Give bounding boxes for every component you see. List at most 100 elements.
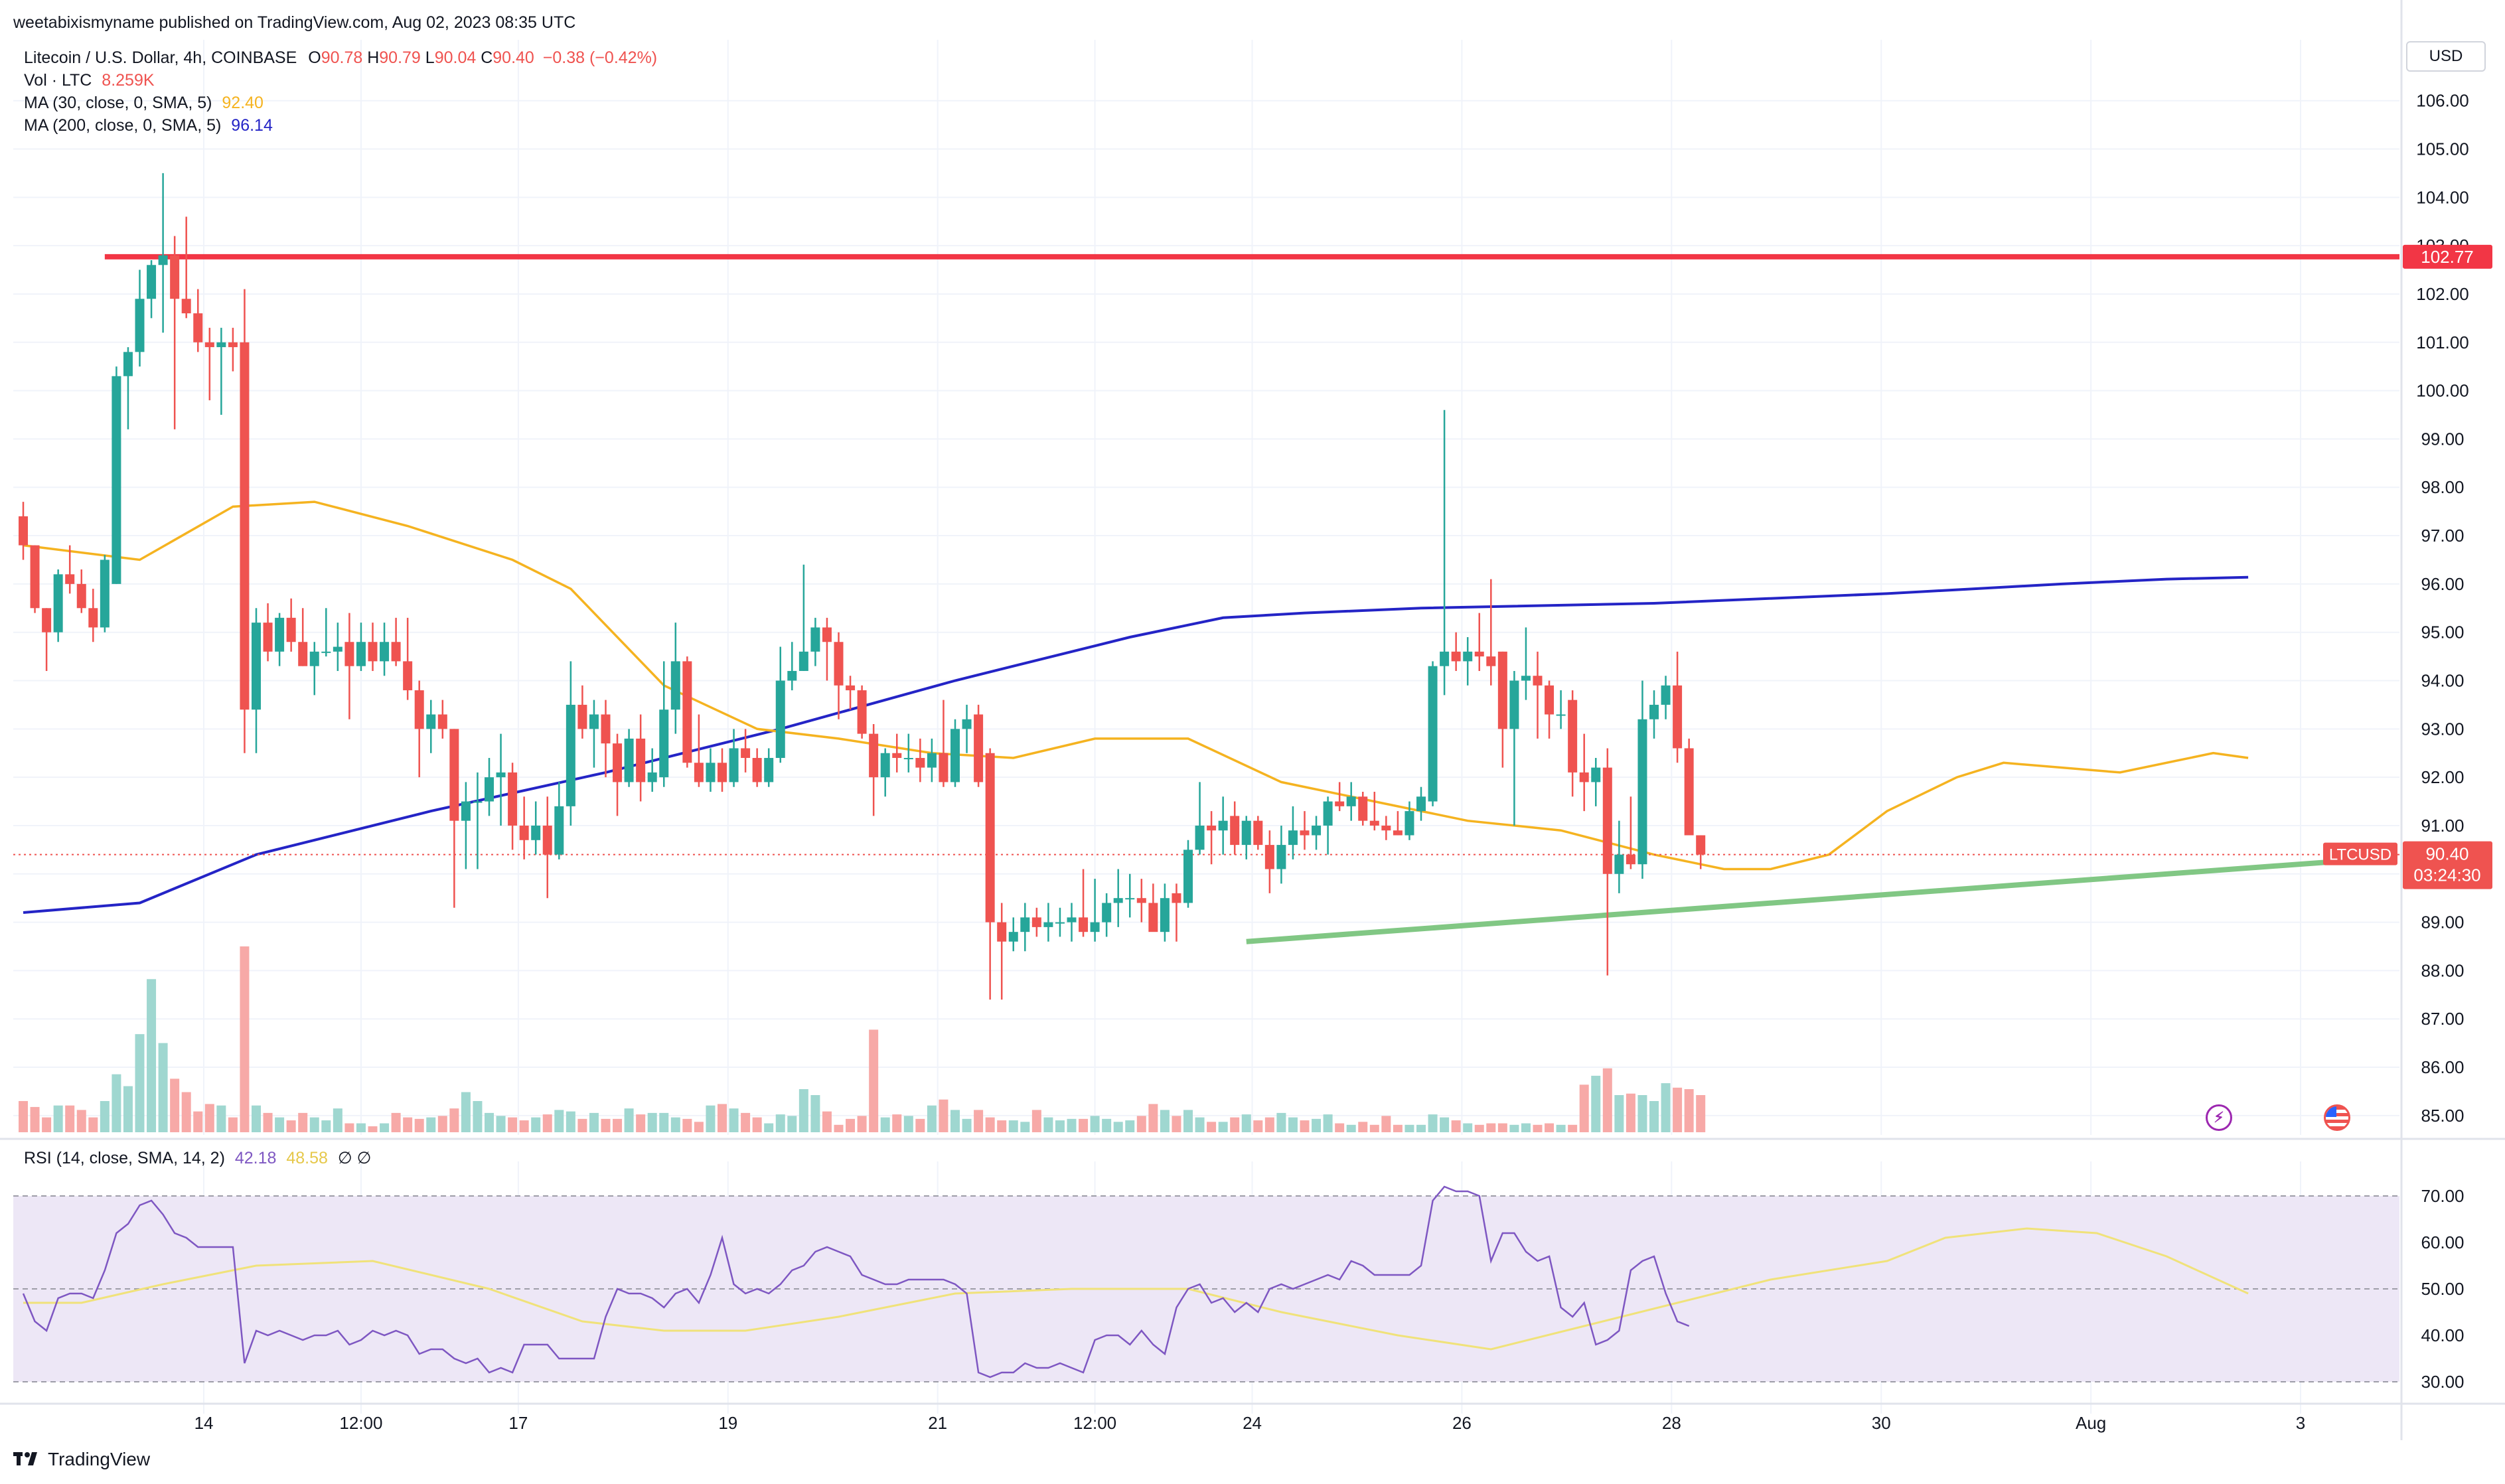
volume-bar (496, 1116, 506, 1132)
volume-bar (1008, 1120, 1018, 1132)
volume-bar (309, 1117, 319, 1132)
candle-body (1300, 830, 1310, 836)
candle-body (1067, 917, 1077, 923)
volume-bar (647, 1112, 657, 1132)
candle-body (1183, 850, 1193, 903)
volume-bar (252, 1105, 261, 1132)
volume-bar (1533, 1124, 1543, 1132)
volume-bar (577, 1118, 587, 1132)
candle-body (1440, 651, 1450, 666)
candle-body (42, 608, 52, 632)
ma30-legend[interactable]: MA (30, close, 0, SMA, 5) 92.40 (24, 94, 264, 113)
candle-body (112, 376, 121, 584)
volume-bar (985, 1117, 995, 1132)
candle-body (682, 661, 692, 763)
volume-bar (1509, 1124, 1519, 1132)
volume-bar (729, 1108, 739, 1132)
volume-bar (403, 1117, 413, 1132)
candle-body (508, 772, 518, 826)
tradingview-logo-icon (13, 1452, 37, 1465)
candle-body (1102, 903, 1112, 923)
volume-bar (170, 1078, 180, 1132)
volume-bar (1381, 1116, 1391, 1132)
price-tick-label: 94.00 (2421, 671, 2464, 691)
volume-legend[interactable]: Vol · LTC 8.259K (24, 71, 155, 90)
time-tick-label: 12:00 (339, 1413, 382, 1433)
candle-body (834, 642, 844, 686)
currency-button[interactable]: USD (2406, 41, 2486, 72)
volume-bar (1207, 1122, 1217, 1132)
volume-bar (846, 1118, 856, 1132)
volume-bar (1486, 1123, 1496, 1132)
candle-body (485, 777, 494, 802)
price-tick-label: 89.00 (2421, 913, 2464, 932)
close-value: 90.40 (493, 48, 534, 67)
symbol-line: Litecoin / U.S. Dollar, 4h, COINBASE (24, 48, 297, 67)
candle-body (752, 758, 762, 782)
volume-bar (147, 979, 157, 1132)
candle-body (1416, 796, 1426, 812)
volume-bar (414, 1118, 424, 1132)
volume-bar (613, 1118, 623, 1132)
candle-body (356, 642, 366, 666)
volume-bar (216, 1105, 226, 1132)
price-tick-label: 92.00 (2421, 767, 2464, 787)
volume-bar (1626, 1093, 1635, 1132)
candle-body (193, 313, 203, 342)
volume-bar (263, 1112, 273, 1132)
volume-bar (508, 1117, 518, 1132)
candle-body (1393, 830, 1403, 836)
volume-bar (531, 1117, 541, 1132)
volume-bar (321, 1120, 331, 1132)
footer-brand-text: TradingView (48, 1449, 151, 1469)
rsi-label: RSI (14, close, SMA, 14, 2) (24, 1149, 225, 1167)
ma200-legend[interactable]: MA (200, close, 0, SMA, 5) 96.14 (24, 116, 273, 135)
time-tick-label: 12:00 (1073, 1413, 1116, 1433)
time-tick-label: 26 (1452, 1413, 1472, 1433)
candle-body (1602, 767, 1612, 874)
candle-body (1218, 820, 1228, 831)
lightning-icon[interactable]: ⚡︎ (2206, 1104, 2232, 1131)
candle-body (601, 714, 611, 744)
candle-body (1323, 801, 1333, 826)
volume-bar (473, 1100, 483, 1132)
volume-bar (1113, 1122, 1123, 1132)
footer-brand[interactable]: TradingView (13, 1449, 150, 1470)
candle-body (473, 801, 483, 803)
candle-body (962, 719, 972, 729)
volume-bar (636, 1114, 646, 1132)
candle-body (985, 753, 995, 923)
volume-bar (566, 1111, 575, 1132)
volume-bar (787, 1116, 797, 1132)
volume-bar (485, 1112, 494, 1132)
volume-bar (519, 1120, 529, 1132)
volume-bar (659, 1112, 669, 1132)
volume-bar (204, 1104, 214, 1132)
price-tick-label: 98.00 (2421, 477, 2464, 497)
candle-body (1404, 811, 1414, 836)
volume-bar (1602, 1068, 1612, 1132)
volume-bar (822, 1111, 832, 1132)
volume-bar (1323, 1114, 1333, 1132)
resistance-price-badge (2403, 244, 2492, 269)
volume-bar (1346, 1124, 1356, 1132)
candle-body (309, 651, 319, 666)
volume-bar (461, 1092, 471, 1132)
candle-body (577, 704, 587, 729)
candle-body (636, 738, 646, 782)
volume-bar (449, 1108, 459, 1132)
symbol-legend[interactable]: Litecoin / U.S. Dollar, 4h, COINBASE O90… (24, 48, 657, 68)
volume-bar (1020, 1122, 1030, 1132)
us-flag-icon[interactable] (2324, 1104, 2350, 1131)
candle-body (764, 758, 774, 782)
volume-bar (718, 1104, 727, 1132)
rsi-legend[interactable]: RSI (14, close, SMA, 14, 2) 42.18 48.58 … (24, 1148, 371, 1168)
volume-bar (1195, 1117, 1205, 1132)
candle-body (147, 265, 157, 299)
volume-bar (1614, 1095, 1624, 1132)
volume-bar (1031, 1110, 1041, 1132)
time-tick-label: 14 (194, 1413, 214, 1433)
candle-body (1626, 854, 1635, 865)
volume-bar (1696, 1095, 1706, 1132)
